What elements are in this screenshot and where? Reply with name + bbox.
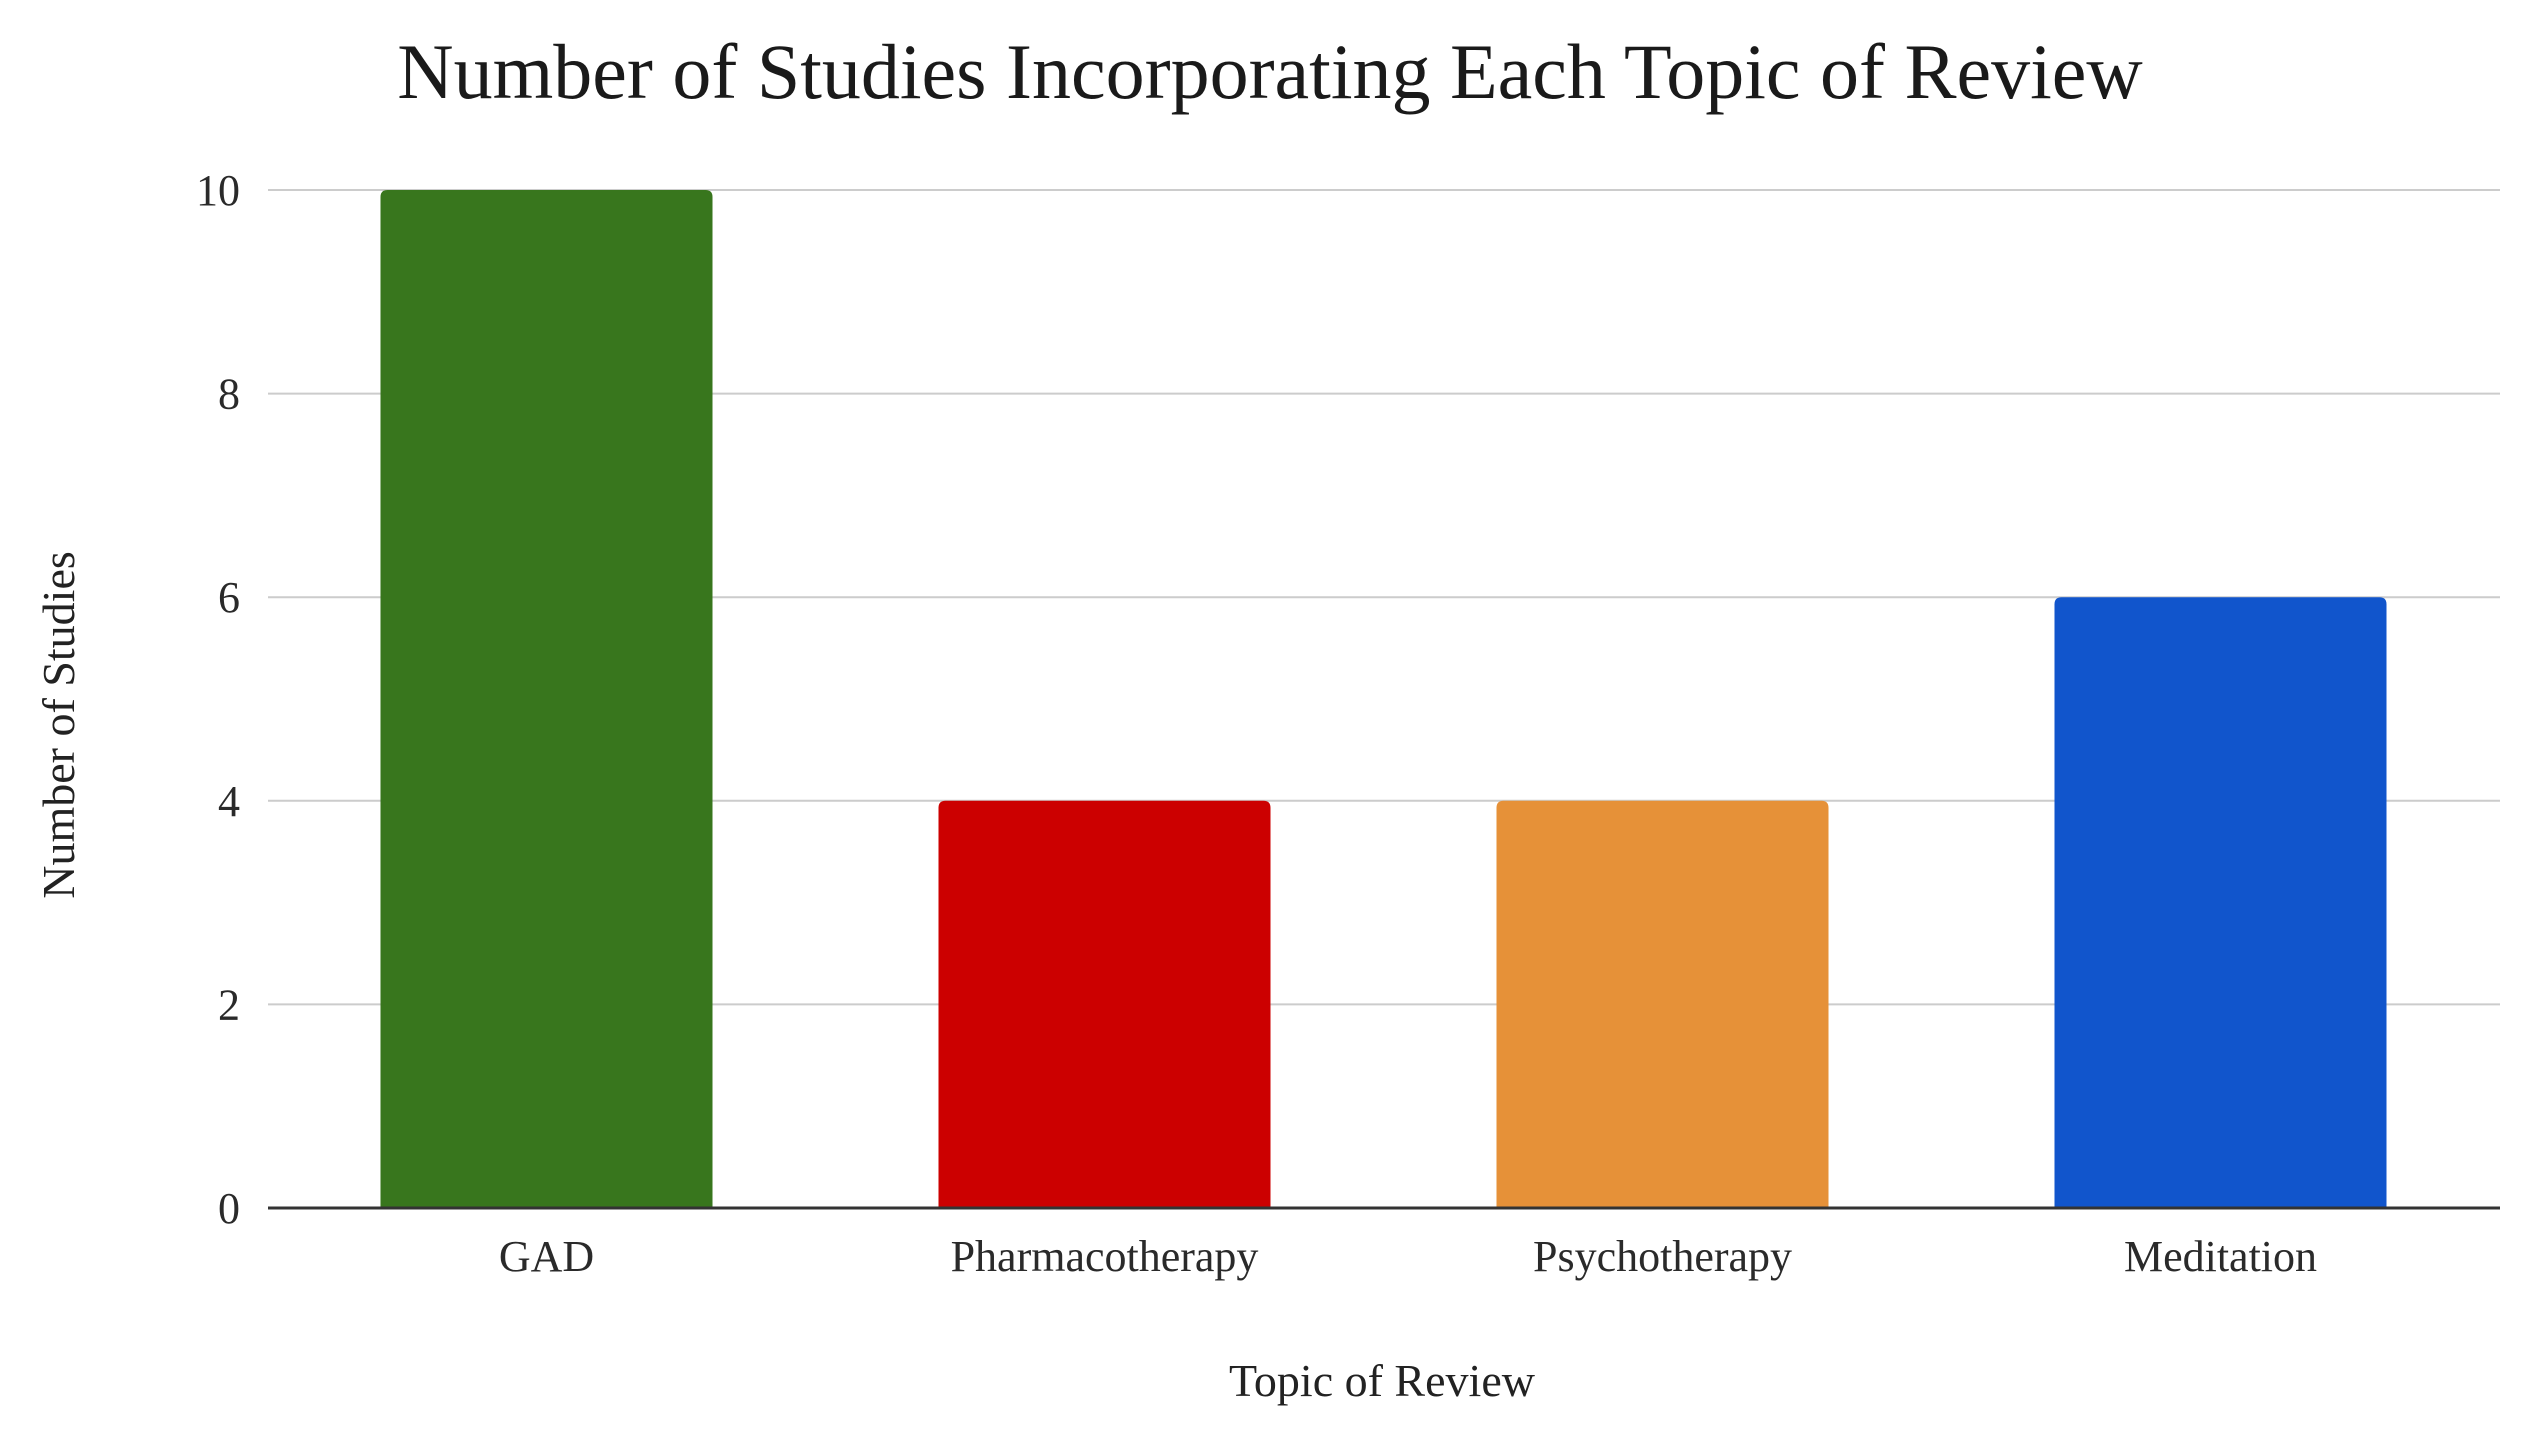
bar-gad xyxy=(380,190,713,1208)
x-tick-label: Psychotherapy xyxy=(1533,1232,1792,1281)
y-tick-label: 0 xyxy=(218,1184,240,1233)
bar-meditation xyxy=(2054,597,2387,1208)
y-axis-ticks: 0 2 4 6 8 10 xyxy=(196,166,240,1233)
bars xyxy=(380,190,2387,1208)
bar-psychotherapy xyxy=(1496,800,1829,1208)
x-axis-title: Topic of Review xyxy=(1229,1355,1536,1406)
y-tick-label: 2 xyxy=(218,980,240,1029)
x-tick-label: GAD xyxy=(499,1232,594,1281)
y-axis-title: Number of Studies xyxy=(33,551,84,899)
y-tick-label: 4 xyxy=(218,777,240,826)
y-tick-label: 6 xyxy=(218,573,240,622)
x-tick-label: Pharmacotherapy xyxy=(951,1232,1259,1281)
bar-pharmacotherapy xyxy=(938,800,1271,1208)
x-tick-label: Meditation xyxy=(2124,1232,2317,1281)
x-axis-ticks: GAD Pharmacotherapy Psychotherapy Meditatio… xyxy=(499,1232,2317,1281)
chart-title: Number of Studies Incorporating Each Top… xyxy=(397,28,2142,115)
y-tick-label: 10 xyxy=(196,166,240,215)
y-tick-label: 8 xyxy=(218,370,240,419)
